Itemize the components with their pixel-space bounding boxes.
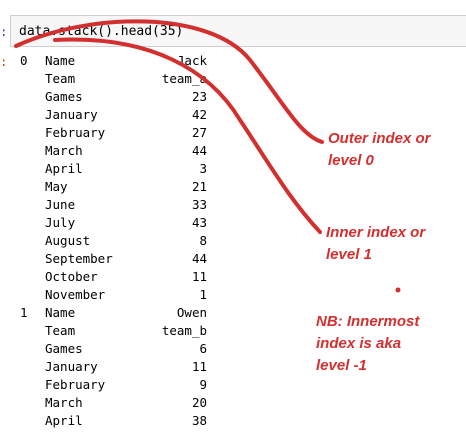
inner-index-label: Name bbox=[45, 53, 76, 68]
cell-value: 11 bbox=[191, 359, 207, 374]
inner-index-label: November bbox=[45, 287, 106, 302]
cell-value: team_a bbox=[161, 71, 207, 86]
inner-index-label: March bbox=[45, 395, 83, 410]
inner-index-label: January bbox=[45, 107, 98, 122]
cell-value: 8 bbox=[199, 233, 207, 248]
inner-index-label: September bbox=[45, 251, 113, 266]
cell-value: 44 bbox=[191, 143, 207, 158]
table-row: April 38 bbox=[0, 412, 220, 430]
inner-index-label: February bbox=[45, 125, 106, 140]
cell-value: 27 bbox=[191, 125, 207, 140]
cell-value: 9 bbox=[199, 377, 207, 392]
note-line-3: level -1 bbox=[316, 357, 367, 374]
outer-index-label: 0 bbox=[20, 53, 28, 68]
inner-index-label: Team bbox=[45, 71, 76, 86]
table-row: Team team_a bbox=[0, 70, 220, 88]
inner-index-label: June bbox=[45, 197, 76, 212]
inner-annotation-line-1: Inner index or bbox=[326, 224, 426, 241]
table-row: 1 Name Owen bbox=[0, 304, 220, 322]
table-row: July 43 bbox=[0, 214, 220, 232]
inner-annotation-line-2: level 1 bbox=[326, 246, 372, 263]
inner-index-label: February bbox=[45, 377, 106, 392]
table-row: February 27 bbox=[0, 124, 220, 142]
cell-value: 38 bbox=[191, 413, 207, 428]
table-row: May 21 bbox=[0, 178, 220, 196]
table-row: October 11 bbox=[0, 268, 220, 286]
table-row: February 9 bbox=[0, 376, 220, 394]
inner-index-label: Games bbox=[45, 341, 83, 356]
inner-index-label: May bbox=[45, 179, 68, 194]
output-prompt: : bbox=[0, 54, 8, 69]
cell-value: 42 bbox=[191, 107, 207, 122]
outer-index-label: 1 bbox=[20, 305, 28, 320]
inner-index-label: October bbox=[45, 269, 98, 284]
table-row: January 42 bbox=[0, 106, 220, 124]
cell-value: 23 bbox=[191, 89, 207, 104]
cell-value: 44 bbox=[191, 251, 207, 266]
table-row: November 1 bbox=[0, 286, 220, 304]
inner-index-label: Team bbox=[45, 323, 76, 338]
table-row: Games 23 bbox=[0, 88, 220, 106]
outer-annotation-line-1: Outer index or bbox=[328, 130, 431, 147]
cell-value: 21 bbox=[191, 179, 207, 194]
table-row: September 44 bbox=[0, 250, 220, 268]
cell-value: 3 bbox=[199, 161, 207, 176]
input-prompt: : bbox=[0, 24, 8, 39]
cell-value: 6 bbox=[199, 341, 207, 356]
table-row: April 3 bbox=[0, 160, 220, 178]
inner-index-annotation: Inner index or level 1 bbox=[326, 222, 425, 266]
inner-index-label: April bbox=[45, 161, 83, 176]
table-row: January 11 bbox=[0, 358, 220, 376]
cell-value: 11 bbox=[191, 269, 207, 284]
note-annotation: NB: Innermost index is aka level -1 bbox=[316, 311, 419, 377]
inner-index-label: January bbox=[45, 359, 98, 374]
outer-annotation-line-2: level 0 bbox=[328, 152, 374, 169]
note-line-2: index is aka bbox=[316, 335, 402, 352]
table-row: March 44 bbox=[0, 142, 220, 160]
inner-index-label: Games bbox=[45, 89, 83, 104]
table-row: 0 Name Jack bbox=[0, 52, 220, 70]
cell-value: team_b bbox=[161, 323, 207, 338]
table-row: Games 6 bbox=[0, 340, 220, 358]
table-row: Team team_b bbox=[0, 322, 220, 340]
cell-value: 20 bbox=[191, 395, 207, 410]
note-line-1: NB: Innermost bbox=[316, 313, 420, 330]
cell-value: Owen bbox=[176, 305, 207, 320]
inner-index-label: Name bbox=[45, 305, 76, 320]
inner-index-label: March bbox=[45, 143, 83, 158]
outer-index-annotation: Outer index or level 0 bbox=[328, 128, 431, 172]
table-row: March 20 bbox=[0, 394, 220, 412]
inner-index-label: July bbox=[45, 215, 76, 230]
cell-value: 43 bbox=[191, 215, 207, 230]
table-row: August 8 bbox=[0, 232, 220, 250]
cell-value: 1 bbox=[199, 287, 207, 302]
table-row: June 33 bbox=[0, 196, 220, 214]
inner-index-label: August bbox=[45, 233, 91, 248]
cell-value: 33 bbox=[191, 197, 207, 212]
inner-index-label: April bbox=[45, 413, 83, 428]
cell-value: Jack bbox=[176, 53, 207, 68]
